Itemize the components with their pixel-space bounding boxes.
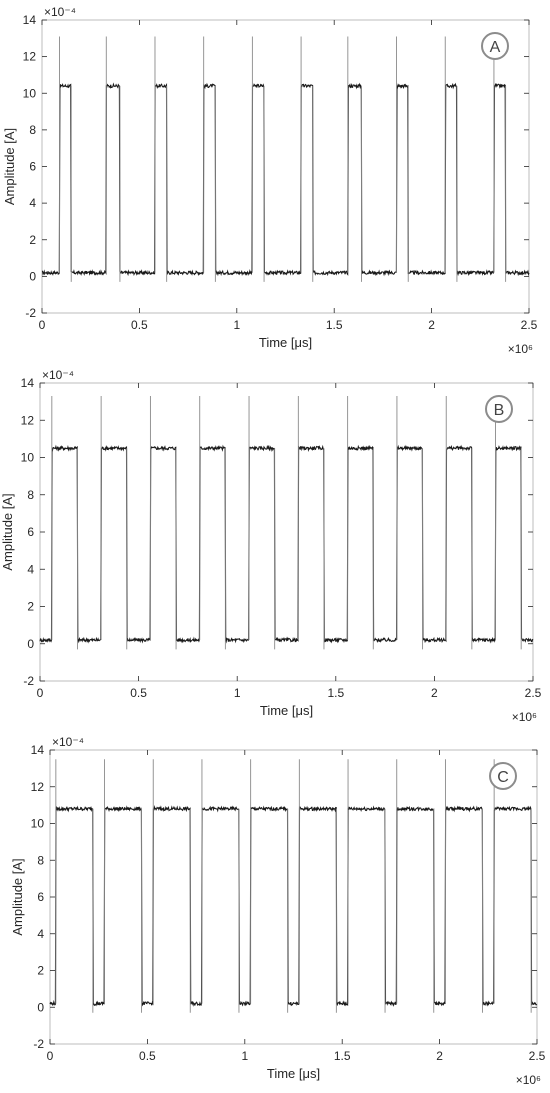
plot-frame [39, 382, 534, 682]
x-tick-label: 1 [234, 686, 241, 700]
x-tick-label: 0.5 [131, 318, 148, 332]
y-tick-label: 14 [21, 376, 35, 390]
plot-frame [41, 19, 530, 314]
x-tick-label: 2.5 [529, 1049, 546, 1063]
panel-badge-label: A [490, 39, 501, 56]
signal-trace [41, 82, 530, 277]
signal-trace [39, 444, 534, 644]
x-tick-label: 2.5 [521, 318, 538, 332]
y-tick-label: 0 [29, 269, 36, 283]
chart-panel-c: -2 0 2 4 6 8 10 12 14 0 0.5 1 1.5 2 2.5 ×10⁻⁴ ×10⁶ Time [… [0, 731, 550, 1093]
y-tick-label: -2 [25, 306, 36, 320]
y-tick-label: -2 [33, 1037, 44, 1051]
panel-badge-circle [485, 395, 513, 423]
x-tick-label: 0.5 [139, 1049, 156, 1063]
x-axis-title: Time [μs] [259, 335, 312, 350]
x-tick-label: 1.5 [326, 318, 343, 332]
x-tick-label: 0 [39, 318, 46, 332]
y-tick-label: 12 [23, 50, 37, 64]
y-tick-label: 4 [29, 196, 36, 210]
panel-badge-circle [489, 762, 517, 790]
x-tick-label: 0 [37, 686, 44, 700]
y-axis-title: Amplitude [A] [0, 493, 15, 570]
x-axis-title: Time [μs] [267, 1066, 320, 1081]
panel-badge-label: B [494, 402, 505, 419]
y-tick-label: 14 [31, 743, 45, 757]
y-tick-label: 10 [23, 86, 37, 100]
y-tick-label: 12 [21, 413, 35, 427]
y-tick-label: -2 [23, 674, 34, 688]
x-tick-label: 2 [428, 318, 435, 332]
x-tick-label: 1 [241, 1049, 248, 1063]
panel-badge-circle [481, 32, 509, 60]
x-exponent-label: ×10⁶ [516, 1073, 541, 1087]
y-tick-label: 2 [37, 964, 44, 978]
y-tick-label: 2 [27, 600, 34, 614]
x-tick-label: 0.5 [130, 686, 147, 700]
y-tick-label: 0 [37, 1000, 44, 1014]
y-tick-label: 0 [27, 637, 34, 651]
y-tick-label: 10 [21, 451, 35, 465]
y-tick-label: 6 [29, 160, 36, 174]
y-tick-label: 2 [29, 233, 36, 247]
y-tick-label: 12 [31, 780, 45, 794]
y-tick-label: 4 [37, 927, 44, 941]
y-tick-label: 8 [37, 853, 44, 867]
plot-frame [49, 749, 538, 1045]
signal-trace [49, 804, 538, 1007]
x-tick-label: 2.5 [525, 686, 542, 700]
y-axis-title: Amplitude [A] [2, 128, 17, 205]
y-tick-label: 14 [23, 13, 37, 27]
panel-badge-label: C [497, 769, 509, 786]
chart-panel-b: -2 0 2 4 6 8 10 12 14 0 0.5 1 1.5 2 2.5 ×10⁻⁴ ×10⁶ Time [… [0, 366, 550, 728]
y-tick-label: 6 [27, 525, 34, 539]
x-tick-label: 1.5 [327, 686, 344, 700]
x-exponent-label: ×10⁶ [508, 342, 533, 356]
y-tick-label: 4 [27, 562, 34, 576]
x-tick-label: 2 [436, 1049, 443, 1063]
y-tick-label: 6 [37, 890, 44, 904]
chart-panel-a: -2 0 2 4 6 8 10 12 14 0 0.5 1 1.5 2 2.5 ×10⁻⁴ ×10⁶ Time [… [0, 0, 550, 362]
y-exponent-label: ×10⁻⁴ [42, 368, 74, 382]
y-axis-title: Amplitude [A] [10, 858, 25, 935]
y-exponent-label: ×10⁻⁴ [52, 735, 84, 749]
x-tick-label: 0 [47, 1049, 54, 1063]
y-tick-label: 10 [31, 817, 45, 831]
y-exponent-label: ×10⁻⁴ [44, 5, 76, 19]
y-tick-label: 8 [29, 123, 36, 137]
x-tick-label: 2 [431, 686, 438, 700]
y-tick-label: 8 [27, 488, 34, 502]
x-axis-title: Time [μs] [260, 703, 313, 718]
x-tick-label: 1.5 [334, 1049, 351, 1063]
x-exponent-label: ×10⁶ [512, 710, 537, 724]
x-tick-label: 1 [233, 318, 240, 332]
